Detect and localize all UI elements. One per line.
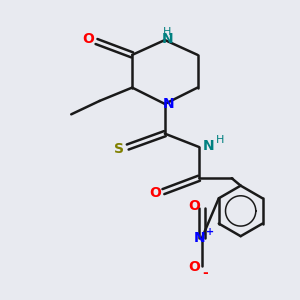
Text: N: N [194, 231, 206, 245]
Text: -: - [203, 266, 208, 280]
Text: H: H [216, 135, 225, 145]
Text: +: + [206, 227, 214, 237]
Text: O: O [188, 200, 200, 214]
Text: O: O [149, 186, 161, 200]
Text: O: O [188, 260, 200, 274]
Text: N: N [163, 97, 174, 111]
Text: S: S [114, 142, 124, 155]
Text: O: O [82, 32, 94, 46]
Text: N: N [203, 139, 214, 152]
Text: H: H [163, 27, 171, 37]
Text: N: N [161, 32, 173, 46]
